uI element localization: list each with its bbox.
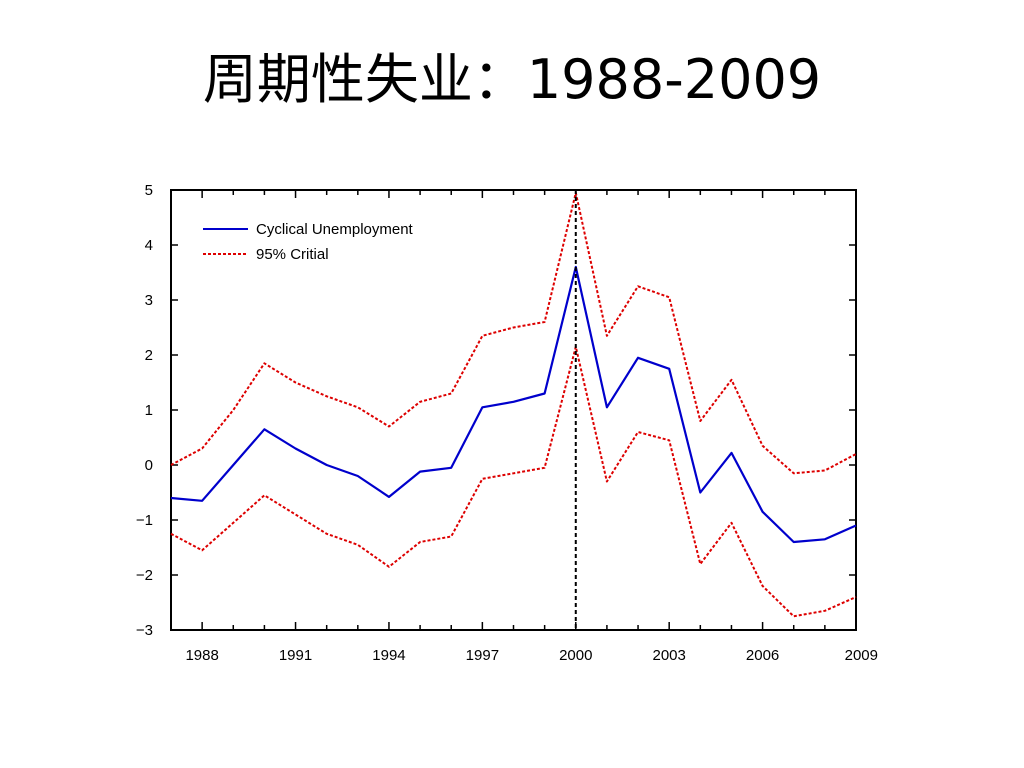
x-tick-label: 1988 xyxy=(185,647,218,664)
x-tick-label: 1991 xyxy=(279,647,312,664)
x-tick-label: 2009 xyxy=(845,647,878,664)
x-axis-ticks: 1988 1991 1994 1997 2000 2003 2006 2009 xyxy=(170,190,878,664)
plot-area xyxy=(170,189,857,631)
critical-band-line-2 xyxy=(170,345,857,618)
legend: Cyclical Unemployment 95% Critial xyxy=(203,221,414,263)
y-tick-label: 2 xyxy=(145,347,153,364)
legend-label: 95% Critial xyxy=(256,246,329,263)
y-tick-label: 3 xyxy=(145,292,153,309)
series-lines xyxy=(170,191,857,618)
y-tick-label: −1 xyxy=(136,512,153,529)
y-tick-label: −2 xyxy=(136,567,153,584)
cyclical-unemployment-line xyxy=(170,265,857,544)
x-tick-label: 2006 xyxy=(746,647,779,664)
y-tick-label: 1 xyxy=(145,402,153,419)
y-tick-label: −3 xyxy=(136,622,153,639)
x-tick-label: 2003 xyxy=(652,647,685,664)
y-tick-label: 4 xyxy=(145,237,153,254)
slide-title: 周期性失业：1988-2009 xyxy=(202,48,822,111)
critical-band-line-1 xyxy=(170,191,857,475)
legend-label: Cyclical Unemployment xyxy=(256,221,414,238)
x-tick-label: 1994 xyxy=(372,647,405,664)
x-tick-label: 2000 xyxy=(559,647,592,664)
y-axis-ticks: −3 −2 −1 0 1 2 3 4 5 xyxy=(136,182,856,639)
y-tick-label: 0 xyxy=(145,457,153,474)
y-tick-label: 5 xyxy=(145,182,153,199)
x-tick-label: 1997 xyxy=(466,647,499,664)
